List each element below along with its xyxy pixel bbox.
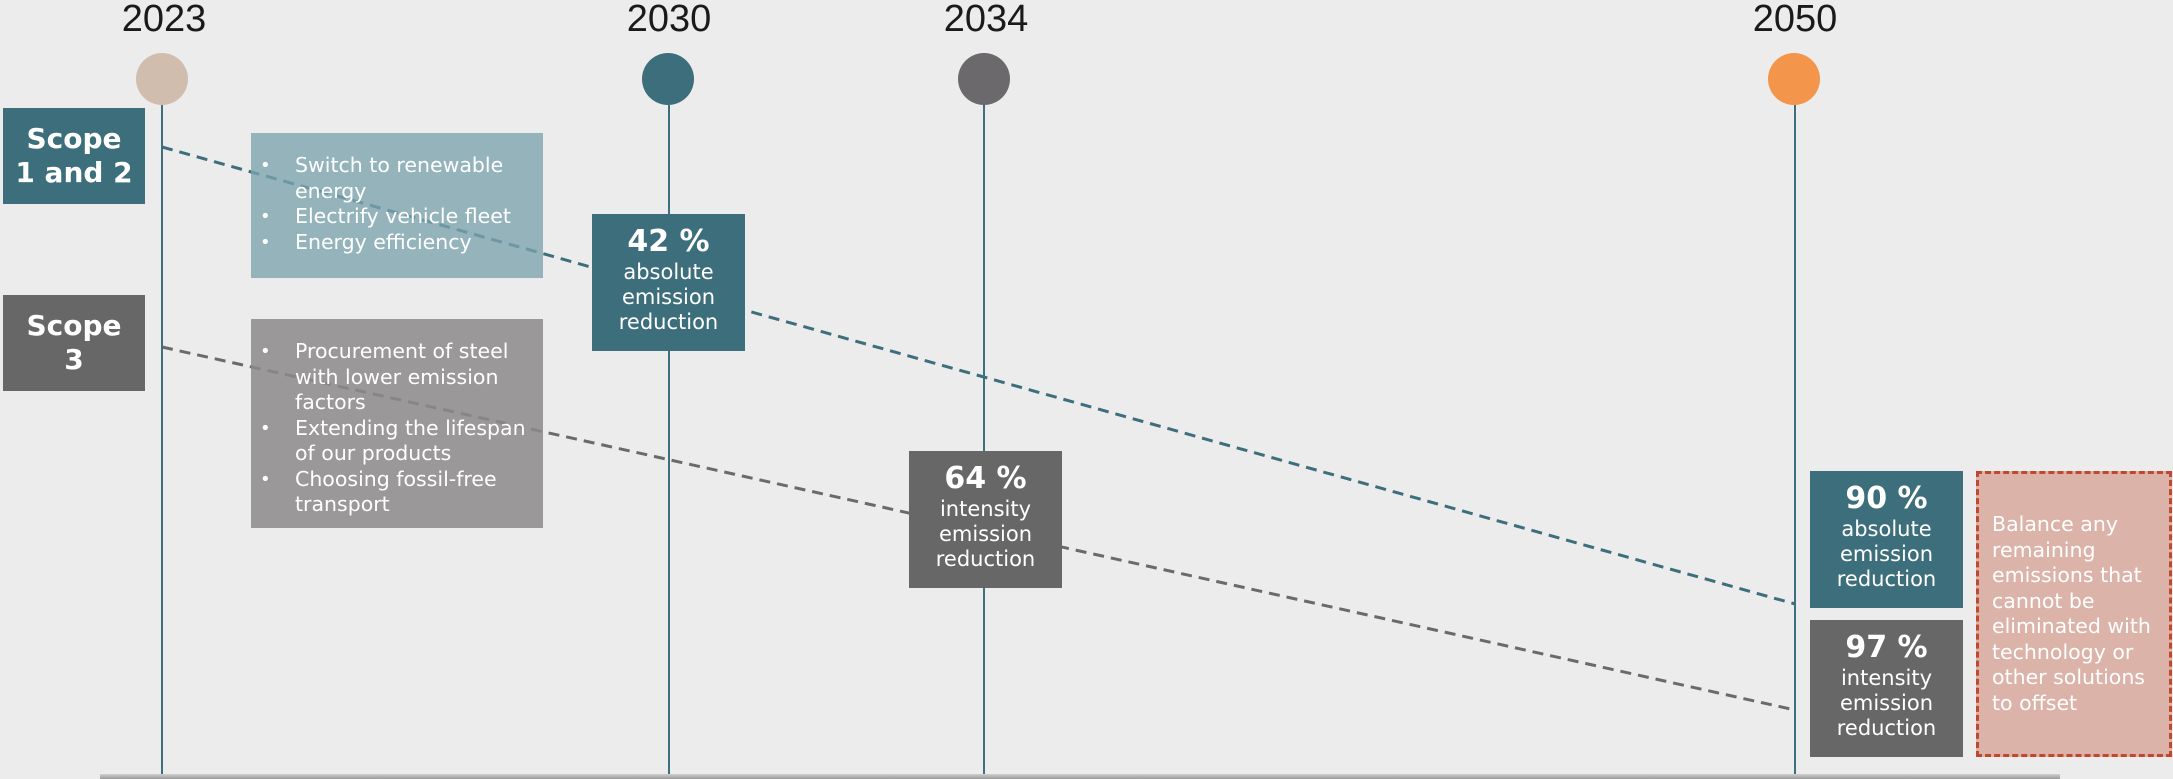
scope-1-2-actions: Switch to renewable energy Electrify veh… — [251, 133, 543, 278]
target-2034-line1: intensity — [939, 497, 1032, 521]
action-item: Electrify vehicle fleet — [260, 204, 533, 230]
target-2030-line3: reduction — [618, 310, 719, 334]
scope-3-label-line2: 3 — [64, 343, 84, 376]
timeline-line-2023 — [161, 105, 163, 779]
scope-1-2-label: Scope 1 and 2 — [3, 108, 145, 204]
scope-1-2-label-line1: Scope — [26, 122, 122, 155]
action-item: Switch to renewable energy — [260, 153, 533, 204]
target-2050-intensity-box: 97 % intensity emission reduction — [1810, 620, 1963, 757]
scope-3-actions: Procurement of steel with lower emission… — [251, 319, 543, 528]
target-2050-intensity-line3: reduction — [1836, 716, 1937, 740]
target-2050-intensity-line2: emission — [1839, 691, 1934, 715]
scope12-trend-line — [161, 145, 1796, 606]
target-2034-line3: reduction — [935, 547, 1036, 571]
target-2030-box: 42 % absolute emission reduction — [592, 214, 745, 351]
year-dot-2023 — [136, 53, 188, 105]
timeline-line-2034 — [983, 105, 985, 779]
target-2034-box: 64 % intensity emission reduction — [909, 451, 1062, 588]
year-label-2050: 2050 — [1752, 0, 1838, 40]
year-dot-2030 — [642, 53, 694, 105]
target-2030-percent: 42 % — [627, 224, 710, 259]
action-item: Energy efficiency — [260, 230, 533, 256]
bottom-divider — [100, 774, 2060, 779]
target-2050-absolute-line1: absolute — [1841, 517, 1932, 541]
offset-note: Balance any remaining emissions that can… — [1976, 471, 2172, 757]
target-2050-absolute-line3: reduction — [1836, 567, 1937, 591]
target-2034-line2: emission — [938, 522, 1033, 546]
scope-1-2-label-line2: 1 and 2 — [15, 156, 133, 189]
target-2030-line1: absolute — [623, 260, 714, 284]
year-label-2023: 2023 — [121, 0, 207, 40]
year-label-2030: 2030 — [626, 0, 712, 40]
action-item: Procurement of steel with lower emission… — [260, 339, 533, 416]
timeline-line-2030 — [668, 105, 670, 779]
action-item: Choosing fossil-free transport — [260, 467, 533, 518]
scope-3-label: Scope 3 — [3, 295, 145, 391]
target-2050-absolute-box: 90 % absolute emission reduction — [1810, 471, 1963, 608]
target-2050-absolute-line2: emission — [1839, 542, 1934, 566]
year-dot-2034 — [958, 53, 1010, 105]
year-dot-2050 — [1768, 53, 1820, 105]
year-label-2034: 2034 — [943, 0, 1029, 40]
target-2034-percent: 64 % — [944, 461, 1027, 496]
action-item: Extending the lifespan of our products — [260, 416, 533, 467]
target-2050-intensity-line1: intensity — [1840, 666, 1933, 690]
target-2050-absolute-percent: 90 % — [1845, 481, 1928, 516]
target-2030-line2: emission — [621, 285, 716, 309]
target-2050-intensity-percent: 97 % — [1845, 630, 1928, 665]
scope-3-label-line1: Scope — [26, 309, 122, 342]
timeline-line-2050 — [1794, 105, 1796, 779]
